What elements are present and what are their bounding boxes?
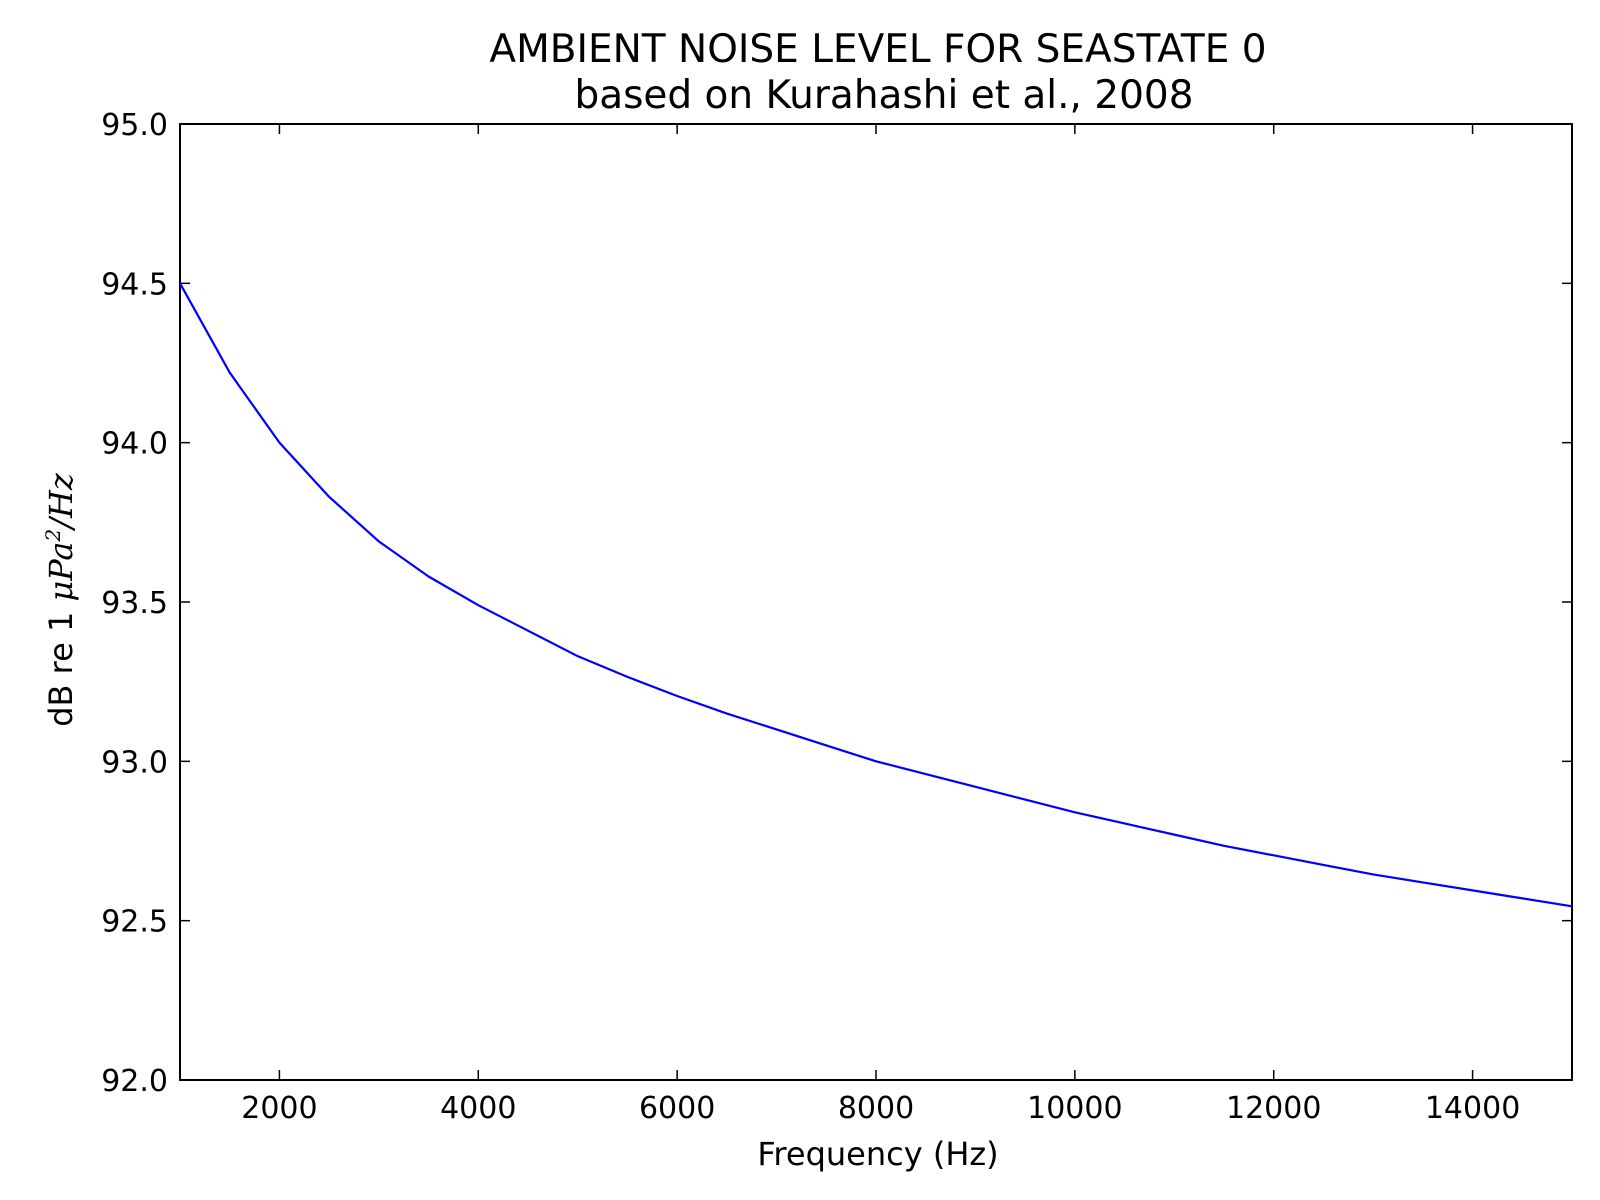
y-axis-label-mu: μ [42,581,80,602]
y-tick-label: 94.0 [101,427,168,462]
y-axis-label: dB re 1 μPa2/Hz [41,472,80,727]
y-axis: 92.0 92.5 93.0 93.5 94.0 94.5 95.0 [101,108,1572,1099]
x-tick-label: 6000 [639,1091,715,1126]
plot-area: 2000 4000 6000 8000 10000 12000 14000 92.0 92.5… [101,108,1573,1126]
y-axis-label-prefix: dB re 1 [42,601,80,726]
x-tick-label: 14000 [1425,1091,1520,1126]
x-tick-label: 10000 [1027,1091,1122,1126]
y-tick-label: 93.0 [101,745,168,780]
y-tick-label: 92.5 [101,905,168,940]
series-line [179,282,1573,908]
x-tick-label: 4000 [440,1091,516,1126]
y-tick-label: 92.0 [101,1064,168,1099]
x-axis: 2000 4000 6000 8000 10000 12000 14000 [241,124,1520,1126]
x-axis-label: Frequency (Hz) [757,1135,998,1173]
y-axis-label-suffix: /Hz [42,472,80,532]
plot-frame [179,123,1573,1081]
y-tick-label: 93.5 [101,586,168,621]
y-axis-label-exponent: 2 [41,529,65,543]
chart-title: AMBIENT NOISE LEVEL FOR SEASTATE 0 [489,27,1266,72]
y-axis-label-pa: Pa [42,542,80,582]
y-tick-label: 94.5 [101,267,168,302]
chart-subtitle: based on Kurahashi et al., 2008 [574,73,1193,118]
y-tick-label: 95.0 [101,108,168,143]
x-tick-label: 8000 [838,1091,914,1126]
x-tick-label: 2000 [241,1091,317,1126]
series-layer [179,282,1573,908]
x-tick-label: 12000 [1226,1091,1321,1126]
